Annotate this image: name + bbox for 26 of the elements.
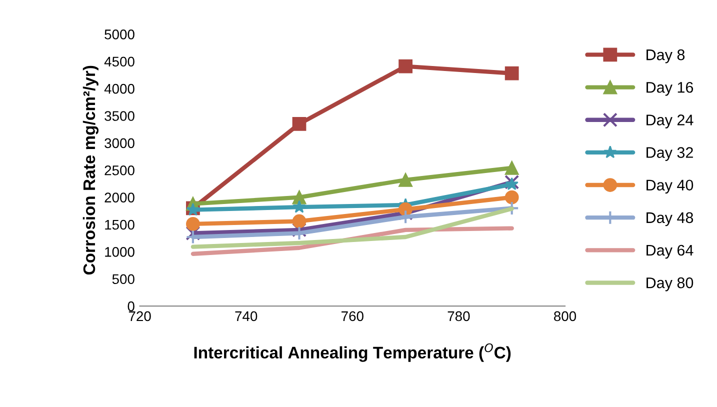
y-tick-label: 1000 xyxy=(105,247,134,257)
y-tick-label: 0 xyxy=(128,301,134,312)
legend-label: Day 64 xyxy=(646,244,694,259)
x-tick-label: 800 xyxy=(554,311,576,322)
legend-label: Day 80 xyxy=(646,277,694,292)
y-tick-label: 5000 xyxy=(104,30,134,40)
y-tick-label: 2500 xyxy=(104,165,134,176)
x-axis-title: Intercritical Annealing Temperature ($^{O}$C) xyxy=(194,343,511,362)
y-tick-label: 3000 xyxy=(104,138,134,148)
x-tick-label: 740 xyxy=(235,311,258,322)
x-tick-label: 720 xyxy=(128,311,151,322)
x-tick-label: 780 xyxy=(448,311,470,322)
legend-label: Day 24 xyxy=(646,114,694,128)
legend-label: Day 8 xyxy=(646,49,685,64)
legend-label: Day 32 xyxy=(646,147,693,161)
y-tick-label: 2000 xyxy=(104,192,134,202)
y-tick-label: 3500 xyxy=(104,111,134,121)
legend-label: Day 16 xyxy=(646,82,694,96)
y-tick-label: 500 xyxy=(112,274,134,284)
y-tick-label: 4500 xyxy=(104,56,134,67)
y-tick-label: 1500 xyxy=(105,220,134,230)
legend-label: Day 40 xyxy=(646,180,694,194)
y-tick-label: 4000 xyxy=(104,84,134,94)
y-axis-title: Corrosion Rate mg/cm²/yr) xyxy=(82,66,99,275)
x-tick-label: 760 xyxy=(342,311,364,322)
legend-label: Day 48 xyxy=(646,212,694,226)
